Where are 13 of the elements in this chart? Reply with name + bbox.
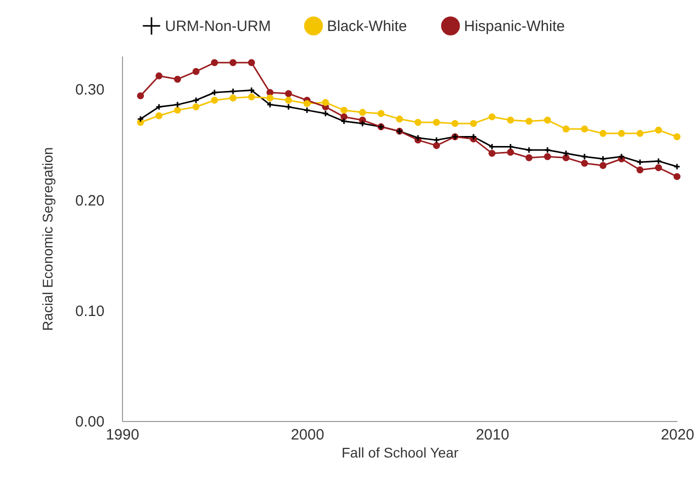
y-tick-label: 0.20: [75, 192, 104, 210]
y-tick-label: 0.30: [75, 82, 104, 99]
x-tick-label: 2010: [476, 426, 510, 444]
x-tick-label: 2000: [290, 426, 324, 444]
x-tick-label: 2020: [660, 426, 694, 444]
legend-label: URM-Non-URM: [165, 18, 271, 35]
y-axis-title: Racial Economic Segregation: [39, 147, 56, 331]
x-axis-title: Fall of School Year: [342, 444, 459, 460]
legend-label: Hispanic-White: [464, 18, 565, 35]
legend-label: Black-White: [327, 18, 408, 35]
x-tick-label: 1990: [106, 426, 140, 444]
y-tick-label: 0.00: [75, 414, 104, 430]
y-tick-label: 0.10: [75, 302, 104, 320]
